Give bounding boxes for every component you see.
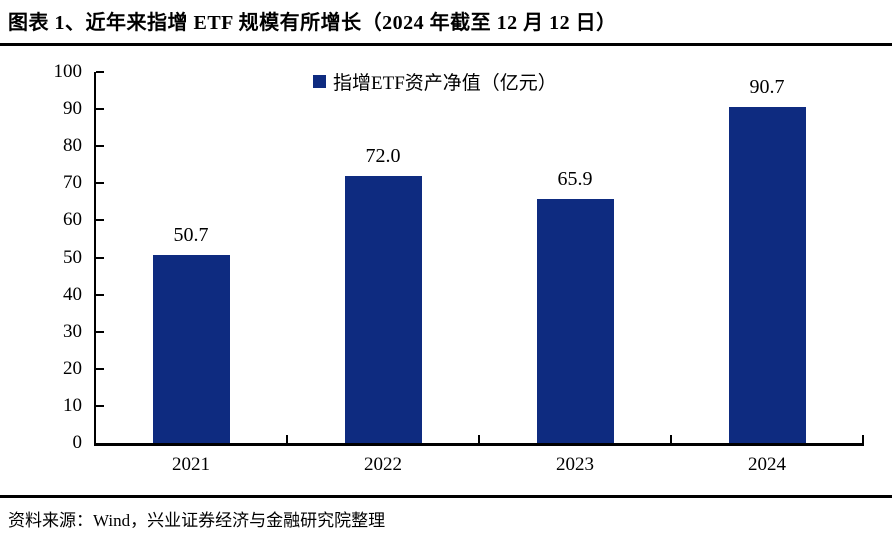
source-note: 资料来源：Wind，兴业证券经济与金融研究院整理 [8, 511, 386, 530]
bar-2021 [152, 255, 230, 443]
y-axis-tick [96, 256, 104, 259]
y-axis-tick [96, 182, 104, 185]
x-tick-label: 2023 [556, 454, 594, 475]
legend-label: 指增ETF资产净值（亿元） [333, 73, 557, 94]
y-axis-tick [96, 330, 104, 333]
x-tick-label: 2021 [172, 454, 210, 475]
y-tick-label: 60 [63, 209, 82, 231]
x-axis-tick [478, 435, 480, 443]
bar-value-label: 90.7 [749, 76, 785, 98]
bar-2024 [728, 107, 806, 443]
y-tick-label: 30 [63, 320, 82, 342]
y-tick-label: 0 [72, 432, 83, 453]
y-tick-label: 70 [63, 172, 82, 194]
x-axis [94, 443, 864, 446]
y-tick-label: 20 [63, 357, 82, 379]
figure-title: 图表 1、近年来指增 ETF 规模有所增长（2024 年截至 12 月 12 日… [8, 12, 617, 34]
bottom-divider [0, 495, 892, 498]
y-axis-tick [96, 145, 104, 148]
y-tick-label: 90 [63, 98, 82, 120]
y-tick-label: 100 [53, 61, 83, 82]
y-axis-tick [96, 108, 104, 111]
bar-2022 [344, 176, 422, 443]
legend-swatch [313, 75, 326, 88]
bar-value-label: 50.7 [173, 224, 209, 246]
x-axis-tick [286, 435, 288, 443]
y-axis-tick [96, 404, 104, 407]
x-tick-label: 2022 [364, 454, 402, 475]
bar-2023 [536, 199, 614, 443]
x-tick-label: 2024 [748, 454, 786, 475]
y-axis-tick [96, 293, 104, 296]
x-axis-tick [862, 435, 864, 443]
y-tick-label: 40 [63, 283, 82, 305]
y-axis-tick [96, 71, 104, 73]
y-axis-tick [96, 367, 104, 370]
y-tick-label: 80 [63, 135, 82, 157]
x-axis-tick [670, 435, 672, 443]
y-tick-label: 10 [63, 394, 82, 416]
y-tick-label: 50 [63, 246, 82, 268]
y-axis [94, 72, 96, 443]
top-divider [0, 43, 892, 46]
y-axis-tick [96, 219, 104, 222]
bar-value-label: 65.9 [557, 168, 593, 190]
bar-value-label: 72.0 [365, 145, 401, 167]
chart-legend: 指增ETF资产净值（亿元） [313, 68, 557, 95]
